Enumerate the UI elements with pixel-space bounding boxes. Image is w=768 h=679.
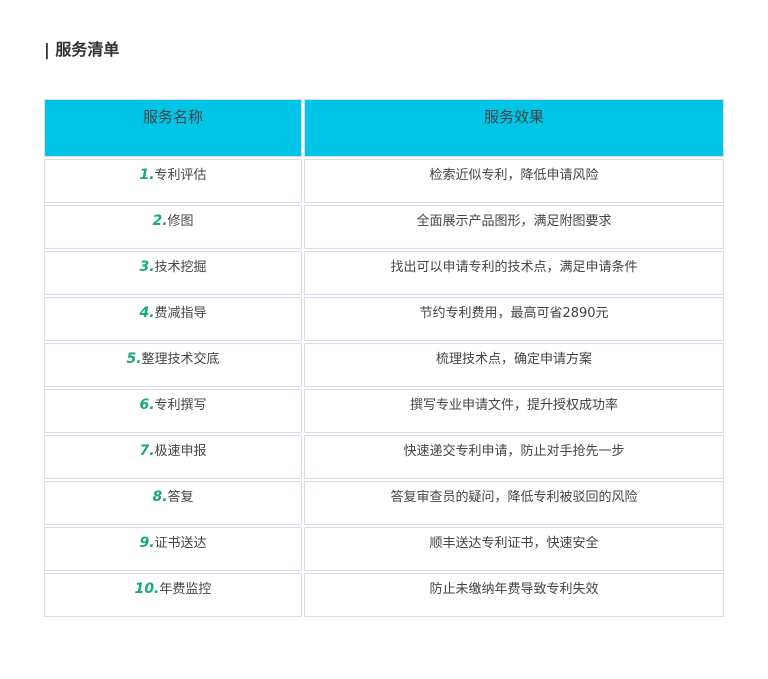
service-name: 证书送达 [154,536,207,551]
service-effect-cell: 全面展示产品图形，满足附图要求 [304,205,724,249]
service-number: 5. [126,351,142,367]
service-name: 答复 [167,490,194,505]
section-title: | 服务清单 [44,40,120,59]
table-row: 1.专利评估 检索近似专利，降低申请风险 [44,159,724,203]
service-effect-cell: 撰写专业申请文件，提升授权成功率 [304,389,724,433]
service-name-cell: 1.专利评估 [44,159,302,203]
service-name: 整理技术交底 [141,352,220,367]
service-effect-cell: 防止未缴纳年费导致专利失效 [304,573,724,617]
table-row: 9.证书送达 顺丰送达专利证书，快速安全 [44,527,724,571]
service-effect-cell: 找出可以申请专利的技术点，满足申请条件 [304,251,724,295]
service-name-cell: 9.证书送达 [44,527,302,571]
service-name-cell: 5.整理技术交底 [44,343,302,387]
service-number: 8. [152,489,168,505]
header-service-effect: 服务效果 [304,99,724,157]
table-row: 6.专利撰写 撰写专业申请文件，提升授权成功率 [44,389,724,433]
service-name: 费减指导 [154,306,207,321]
service-number: 6. [139,397,155,413]
service-table: 服务名称 服务效果 1.专利评估 检索近似专利，降低申请风险 2.修图 全面展示产品图… [42,97,726,619]
service-number: 10. [134,581,160,597]
service-name-cell: 4.费减指导 [44,297,302,341]
table-row: 10.年费监控 防止未缴纳年费导致专利失效 [44,573,724,617]
table-row: 2.修图 全面展示产品图形，满足附图要求 [44,205,724,249]
service-name: 年费监控 [159,582,212,597]
service-effect-cell: 梳理技术点，确定申请方案 [304,343,724,387]
service-effect-cell: 检索近似专利，降低申请风险 [304,159,724,203]
service-name-cell: 3.技术挖掘 [44,251,302,295]
table-row: 3.技术挖掘 找出可以申请专利的技术点，满足申请条件 [44,251,724,295]
service-name-cell: 7.极速申报 [44,435,302,479]
table-row: 4.费减指导 节约专利费用，最高可省2890元 [44,297,724,341]
service-effect-cell: 节约专利费用，最高可省2890元 [304,297,724,341]
table-row: 8.答复 答复审查员的疑问，降低专利被驳回的风险 [44,481,724,525]
table-row: 7.极速申报 快速递交专利申请，防止对手抢先一步 [44,435,724,479]
service-name-cell: 8.答复 [44,481,302,525]
service-name: 极速申报 [154,444,207,459]
service-name-cell: 6.专利撰写 [44,389,302,433]
service-number: 1. [139,167,155,183]
service-effect-cell: 答复审查员的疑问，降低专利被驳回的风险 [304,481,724,525]
service-number: 9. [139,535,155,551]
service-name: 修图 [167,214,194,229]
service-effect-cell: 顺丰送达专利证书，快速安全 [304,527,724,571]
service-number: 2. [152,213,168,229]
service-name-cell: 2.修图 [44,205,302,249]
header-service-name: 服务名称 [44,99,302,157]
service-name: 专利评估 [154,168,207,183]
service-name: 技术挖掘 [154,260,207,275]
table-header-row: 服务名称 服务效果 [44,99,724,157]
service-number: 4. [139,305,155,321]
service-name: 专利撰写 [154,398,207,413]
table-row: 5.整理技术交底 梳理技术点，确定申请方案 [44,343,724,387]
service-number: 3. [139,259,155,275]
service-effect-cell: 快速递交专利申请，防止对手抢先一步 [304,435,724,479]
service-name-cell: 10.年费监控 [44,573,302,617]
service-number: 7. [139,443,155,459]
